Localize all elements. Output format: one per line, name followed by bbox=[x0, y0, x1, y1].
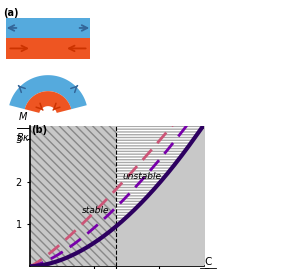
Text: B: B bbox=[204, 268, 211, 269]
Polygon shape bbox=[9, 75, 87, 109]
Polygon shape bbox=[25, 91, 71, 113]
Text: unstable: unstable bbox=[123, 172, 162, 181]
Bar bbox=[6, 18, 90, 38]
Bar bbox=[6, 38, 90, 59]
Text: stable: stable bbox=[82, 206, 109, 215]
Text: $M$: $M$ bbox=[18, 110, 28, 122]
Text: $B\kappa$: $B\kappa$ bbox=[16, 131, 30, 143]
Text: (b): (b) bbox=[31, 125, 47, 135]
Text: C: C bbox=[204, 257, 211, 267]
Text: (a): (a) bbox=[3, 8, 19, 17]
